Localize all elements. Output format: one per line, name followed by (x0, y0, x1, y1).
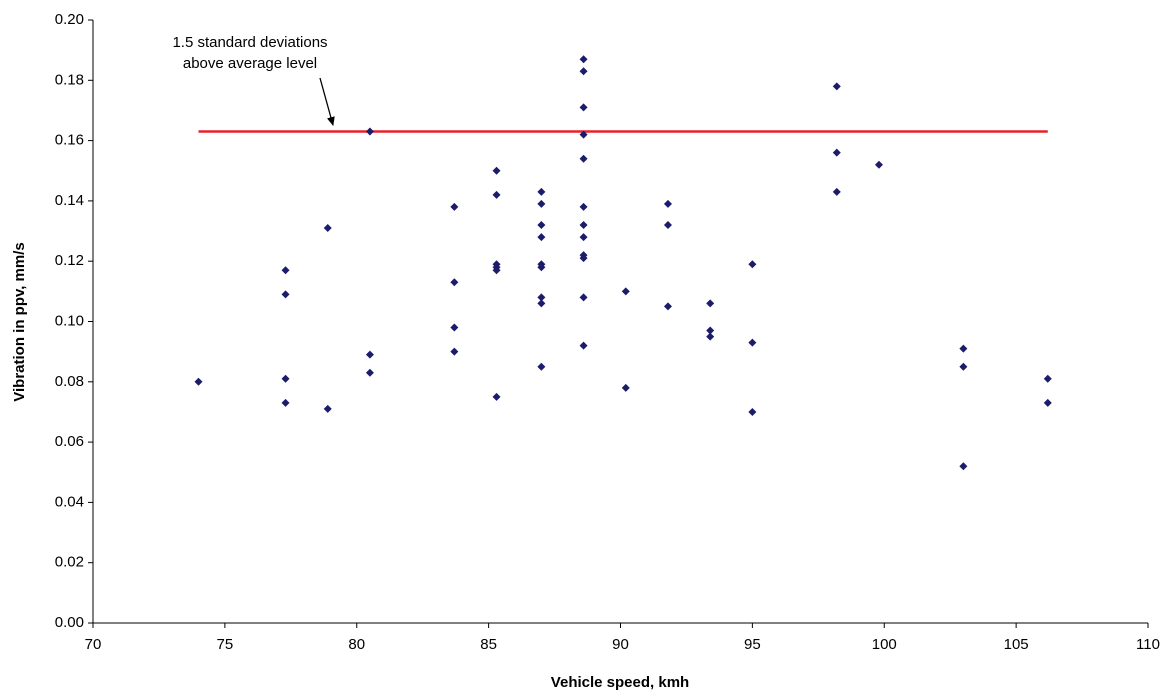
y-tick-label: 0.04 (55, 493, 84, 510)
x-tick-label: 105 (1004, 636, 1029, 653)
point (579, 254, 588, 263)
x-tick-label: 70 (85, 636, 102, 653)
point (537, 199, 546, 208)
point (706, 326, 715, 335)
point (874, 160, 883, 169)
y-tick-label: 0.14 (55, 192, 84, 209)
point (492, 166, 501, 175)
point (365, 127, 374, 136)
point (365, 350, 374, 359)
point (579, 293, 588, 302)
annotation: above average level (183, 55, 317, 72)
x-axis-title: Vehicle speed, kmh (551, 674, 689, 691)
point (832, 82, 841, 91)
point (323, 224, 332, 233)
point (537, 221, 546, 230)
y-tick-label: 0.18 (55, 71, 84, 88)
y-tick-label: 0.00 (55, 614, 84, 631)
x-tick-label: 85 (480, 636, 497, 653)
y-axis-title: Vibration in ppv, mm/s (11, 242, 28, 401)
point (450, 347, 459, 356)
point (832, 148, 841, 157)
point (748, 260, 757, 269)
point (537, 362, 546, 371)
x-tick-label: 75 (217, 636, 234, 653)
point (579, 130, 588, 139)
point (450, 278, 459, 287)
point (959, 362, 968, 371)
x-tick-label: 110 (1136, 636, 1160, 653)
point (281, 374, 290, 383)
point (537, 293, 546, 302)
point (537, 299, 546, 308)
point (579, 154, 588, 163)
point (663, 302, 672, 311)
point (579, 67, 588, 76)
annotation: 1.5 standard deviations (172, 34, 327, 51)
point (959, 462, 968, 471)
point (537, 263, 546, 272)
point (194, 377, 203, 386)
point (663, 221, 672, 230)
point (537, 233, 546, 242)
point (748, 407, 757, 416)
point (492, 190, 501, 199)
point (365, 368, 374, 377)
y-tick-label: 0.10 (55, 312, 84, 329)
point (537, 187, 546, 196)
point (281, 290, 290, 299)
point (492, 266, 501, 275)
point (450, 202, 459, 211)
point (450, 323, 459, 332)
point (281, 266, 290, 275)
point (579, 202, 588, 211)
x-tick-label: 90 (612, 636, 629, 653)
point (1043, 398, 1052, 407)
y-tick-label: 0.12 (55, 252, 84, 269)
point (748, 338, 757, 347)
point (323, 404, 332, 413)
point (832, 187, 841, 196)
y-tick-label: 0.20 (55, 11, 84, 28)
point (1043, 374, 1052, 383)
point (281, 398, 290, 407)
annotation-arrow (319, 77, 335, 126)
x-tick-label: 80 (348, 636, 365, 653)
point (706, 332, 715, 341)
x-tick-label: 95 (744, 636, 761, 653)
point (959, 344, 968, 353)
point (579, 103, 588, 112)
point (579, 233, 588, 242)
y-tick-label: 0.02 (55, 554, 84, 571)
point (621, 287, 630, 296)
point (492, 392, 501, 401)
point (621, 383, 630, 392)
y-tick-label: 0.16 (55, 132, 84, 149)
point (579, 55, 588, 64)
point (579, 341, 588, 350)
x-tick-label: 100 (872, 636, 897, 653)
y-tick-label: 0.06 (55, 433, 84, 450)
y-tick-label: 0.08 (55, 373, 84, 390)
point (706, 299, 715, 308)
point (579, 221, 588, 230)
point (663, 199, 672, 208)
